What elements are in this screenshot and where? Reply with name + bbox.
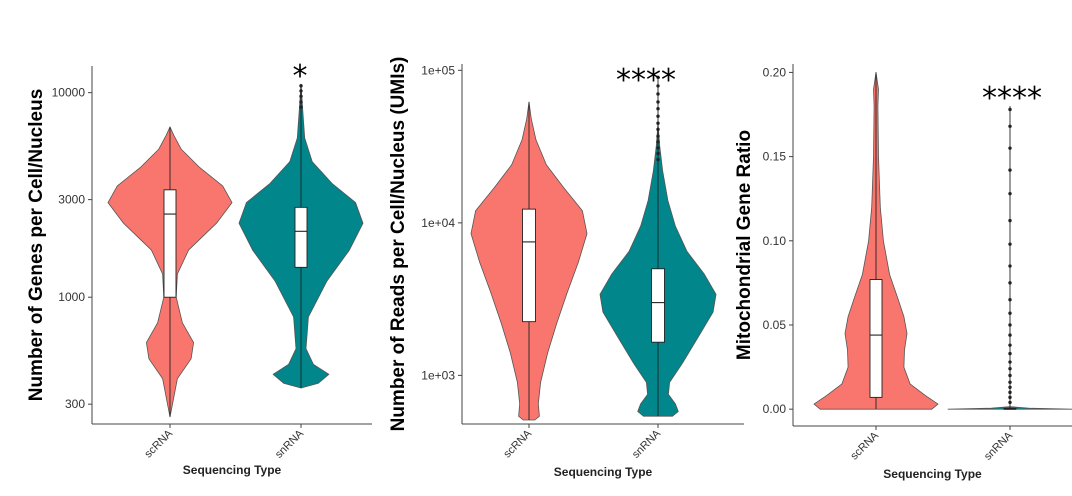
outlier-point-snrna [656,134,660,138]
outlier-point-snrna [1008,373,1012,378]
outlier-point-snrna [1008,281,1012,285]
outlier-point-snrna [656,114,660,118]
outlier-point-snrna [656,127,660,132]
x-axis-label: Sequencing Type [183,463,282,477]
outlier-point-snrna [1008,298,1012,302]
outlier-point-snrna [1008,311,1012,315]
outlier-point-snrna [1008,390,1012,395]
outlier-point-snrna [1008,333,1012,337]
outlier-point-snrna [1008,385,1012,389]
y-axis-label: Mitochondrial Gene Ratio [734,130,755,360]
outlier-point-snrna [1008,360,1012,364]
outlier-point-snrna [656,75,660,79]
outlier-point-snrna [656,140,660,144]
outlier-point-snrna [1008,343,1012,347]
x-tick-label-scrna: scRNA [142,427,175,460]
box-scrna [522,208,536,323]
outlier-point-snrna [1008,264,1012,268]
outlier-point-snrna [1008,400,1012,405]
outlier-point-snrna [656,107,660,111]
significance-marker: **** [982,81,1042,116]
outlier-point-snrna [1008,124,1012,128]
y-tick-label: 3000 [58,193,85,207]
x-tick-label-scrna: scRNA [848,429,881,462]
panel-reads: 1e+03 1e+04 1e+05 scRNA snRNA Sequencing Type… [388,57,744,479]
outlier-point-snrna [656,100,660,104]
y-tick-label: 300 [65,397,85,411]
outlier-point-snrna [1008,323,1012,327]
y-tick-label: 0.20 [763,65,787,79]
outlier-point-snrna [299,94,303,98]
significance-marker: * [293,59,308,94]
y-tick-label: 1e+05 [421,63,455,77]
outlier-point-snrna [1008,367,1012,371]
y-tick-label: 1000 [58,290,85,304]
outlier-point-snrna [1008,218,1012,223]
y-tick-label: 1e+03 [421,368,455,382]
significance-marker: **** [616,63,676,98]
outlier-point-snrna [1008,395,1012,400]
y-tick-label: 0.15 [763,150,787,164]
outlier-point-snrna [1008,146,1012,150]
outlier-point-snrna [299,89,303,93]
x-tick-label-snrna: snRNA [273,427,307,461]
x-tick-label-snrna: snRNA [982,429,1016,463]
y-axis-label: Number of Genes per Cell/Nucleus [26,89,47,402]
box-snrna [651,268,665,343]
y-tick-label: 0.05 [763,318,787,332]
x-axis-label: Sequencing Type [554,465,653,479]
outlier-point-snrna [1008,242,1012,246]
box-scrna [163,189,177,298]
panel-genes: 300 1000 3000 10000 scRNA snRNA Sequencing Typ… [26,59,372,477]
x-tick-label-snrna: snRNA [630,427,664,461]
outlier-point-snrna [1008,107,1012,112]
outlier-point-snrna [299,100,303,104]
y-tick-label: 1e+04 [421,216,455,230]
outlier-point-snrna [299,84,303,88]
outlier-point-snrna [656,146,660,150]
y-tick-label: 0.10 [763,234,787,248]
outlier-point-snrna [656,92,660,96]
y-tick-label: 10000 [52,86,86,100]
outlier-point-snrna [656,84,660,88]
box-scrna [869,279,883,398]
outlier-point-snrna [1008,380,1012,384]
x-tick-label-scrna: scRNA [501,427,534,460]
y-tick-label: 0.00 [763,402,787,416]
y-axis-label: Number of Reads per Cell/Nucleus (UMIs) [388,57,409,432]
outlier-point-snrna [299,105,303,109]
x-axis-label: Sequencing Type [883,467,982,481]
box-snrna [294,206,308,268]
outlier-point-snrna [1008,191,1012,196]
outlier-point-snrna [1008,351,1012,356]
outlier-point-snrna [656,157,660,162]
outlier-point-snrna [1008,168,1012,172]
panel-mito: 0.00 0.05 0.10 0.15 0.20 scRNA snRNASequencing… [734,64,1072,481]
outlier-point-snrna [656,121,660,125]
outlier-point-snrna [656,151,660,156]
